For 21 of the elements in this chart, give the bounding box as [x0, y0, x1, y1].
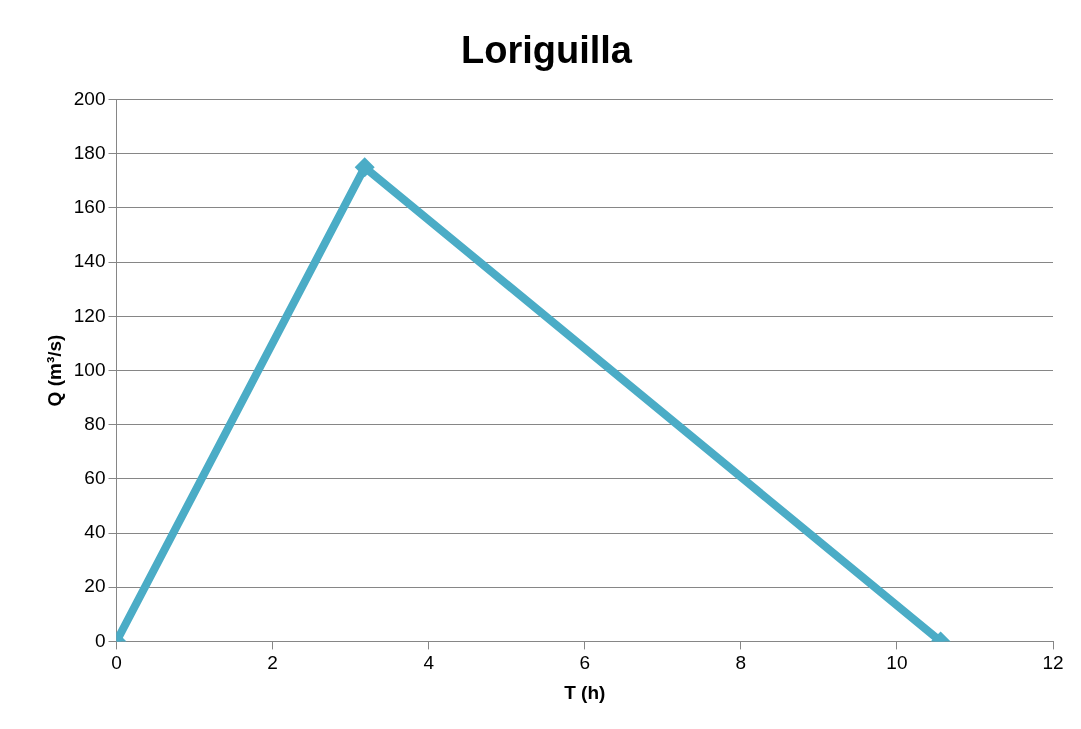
x-tick-label: 2: [267, 652, 278, 674]
y-tick-label: 140: [73, 250, 106, 272]
y-tick-label: 80: [84, 412, 106, 434]
y-tick-label: 0: [94, 629, 106, 651]
x-tick-label: 6: [579, 652, 591, 674]
y-tick-label: 200: [73, 87, 106, 109]
x-tick-label: 4: [423, 652, 435, 674]
y-tick-label: 120: [73, 304, 106, 326]
x-tick-label: 0: [111, 652, 122, 674]
y-tick-label: 60: [84, 467, 106, 489]
y-tick-label: 40: [84, 521, 106, 543]
x-tick-label: 8: [735, 652, 747, 674]
y-tick-label: 20: [84, 575, 106, 597]
y-tick-label: 160: [73, 196, 106, 218]
x-tick-label: 12: [1042, 652, 1064, 674]
y-tick-label: 180: [73, 142, 106, 164]
y-tick-label: 100: [73, 358, 106, 380]
y-axis-title: Q (m³/s): [43, 334, 65, 407]
chart-title: Loriguilla: [461, 29, 633, 72]
x-axis-title: T (h): [564, 681, 606, 703]
x-tick-label: 10: [886, 652, 908, 674]
